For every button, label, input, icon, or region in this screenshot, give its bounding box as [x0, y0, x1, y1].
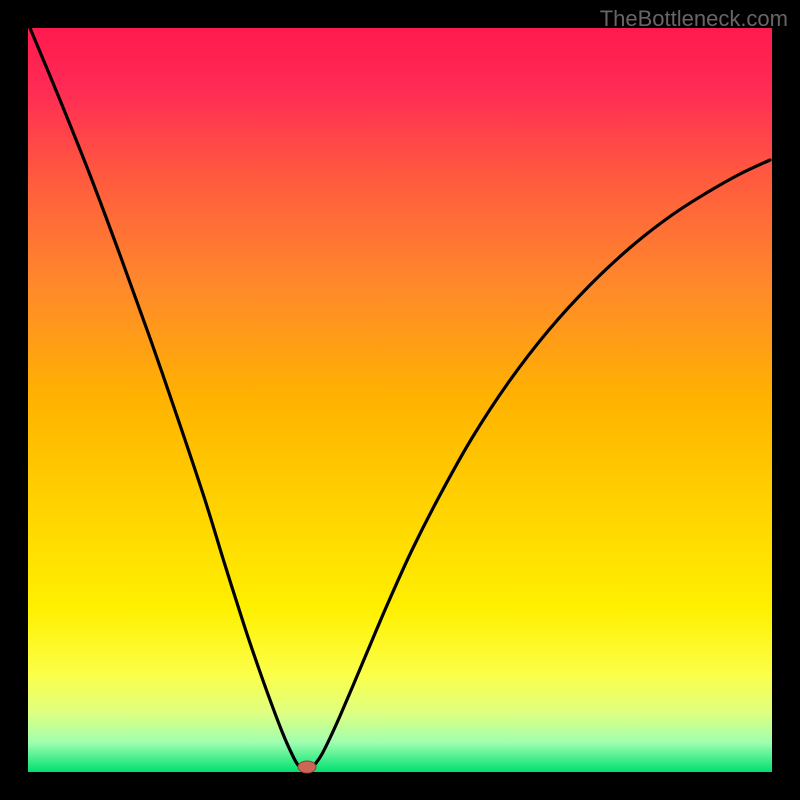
- watermark-text: TheBottleneck.com: [600, 6, 788, 32]
- plot-background: [28, 28, 772, 772]
- chart-svg: [0, 0, 800, 800]
- optimum-marker: [298, 761, 316, 773]
- bottleneck-chart: TheBottleneck.com: [0, 0, 800, 800]
